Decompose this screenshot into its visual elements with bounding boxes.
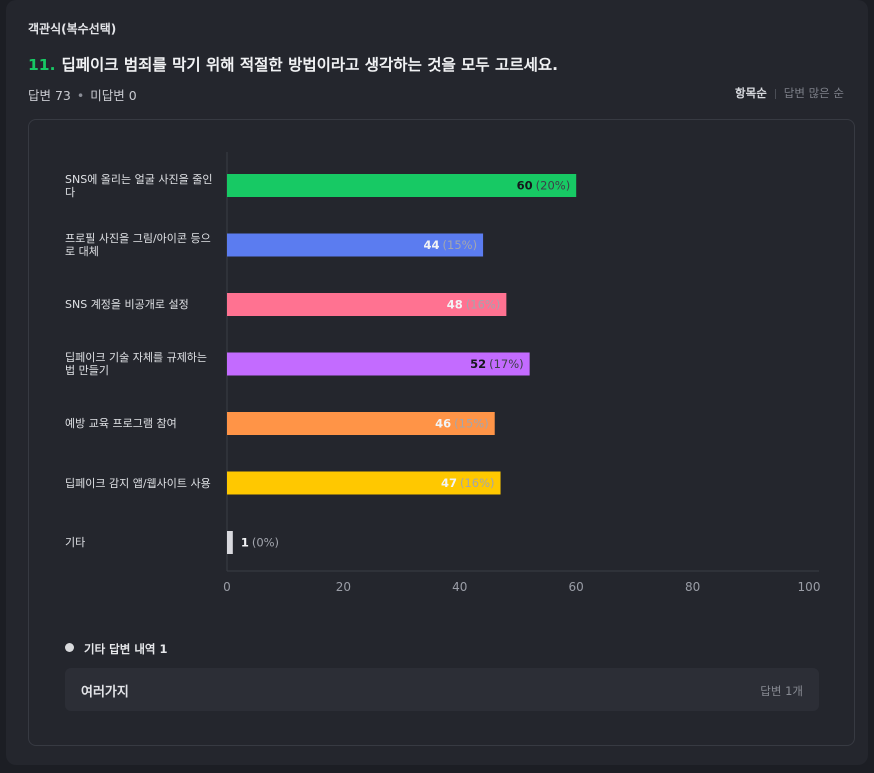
category-label: 예방 교육 프로그램 참여 bbox=[65, 417, 177, 430]
category-label: 딥페이크 감지 앱/웹사이트 사용 bbox=[65, 476, 211, 490]
x-tick-label: 60 bbox=[569, 580, 584, 594]
category-label: 딥페이크 기술 자체를 규제하는 법 만들기 bbox=[65, 351, 208, 377]
x-tick-label: 20 bbox=[336, 580, 351, 594]
x-tick-label: 100 bbox=[798, 580, 821, 594]
separator-dot: • bbox=[76, 88, 85, 103]
bar bbox=[227, 412, 495, 435]
x-tick-label: 40 bbox=[452, 580, 467, 594]
other-answers-dot-icon bbox=[65, 643, 74, 652]
x-tick-label: 80 bbox=[685, 580, 700, 594]
bar bbox=[227, 174, 577, 197]
bar bbox=[227, 352, 530, 376]
chart-container: 0 20 40 60 80 100 60 (20%) 44 (15%) 48 (16%) 52 (17%)… bbox=[28, 119, 855, 746]
category-label: 기타 bbox=[65, 536, 86, 549]
bar bbox=[227, 531, 233, 554]
answer-stats: 답변 73 • 미답변 0 bbox=[28, 85, 137, 104]
data-label: 52 (17%) bbox=[470, 357, 524, 371]
sort-options: 항목순 답변 많은 순 bbox=[735, 85, 844, 101]
answered-count: 답변 73 bbox=[28, 88, 71, 103]
question-text: 딥페이크 범죄를 막기 위해 적절한 방법이라고 생각하는 것을 모두 고르세요… bbox=[61, 56, 558, 74]
other-answer-count: 답변 1개 bbox=[760, 684, 803, 698]
data-label: 60 (20%) bbox=[517, 179, 571, 193]
sort-by-item-button[interactable]: 항목순 bbox=[735, 86, 767, 100]
bar bbox=[227, 293, 507, 316]
data-label: 48 (16%) bbox=[447, 298, 501, 312]
question-number: 11. bbox=[28, 56, 56, 74]
category-label: SNS 계정을 비공개로 설정 bbox=[65, 298, 189, 311]
category-label: 프로필 사진을 그림/아이콘 등으로 대체 bbox=[65, 232, 211, 258]
question-type-label: 객관식(복수선택) bbox=[28, 22, 117, 36]
bar bbox=[227, 471, 501, 495]
question-card: 객관식(복수선택) 11. 딥페이크 범죄를 막기 위해 적절한 방법이라고 생각… bbox=[6, 0, 868, 765]
other-answer-text: 여러가지 bbox=[81, 685, 129, 700]
bar-chart: 0 20 40 60 80 100 60 (20%) 44 (15%) 48 (16%) 52 (17%)… bbox=[223, 152, 821, 594]
other-answers-title: 기타 답변 내역 1 bbox=[84, 642, 168, 656]
sort-divider bbox=[774, 88, 776, 99]
x-tick-label: 0 bbox=[223, 580, 231, 594]
data-label: 1 (0%) bbox=[241, 536, 279, 550]
unanswered-count: 미답변 0 bbox=[90, 88, 137, 103]
data-label: 46 (15%) bbox=[435, 417, 489, 431]
data-label: 44 (15%) bbox=[424, 238, 478, 252]
bar bbox=[227, 233, 484, 257]
question-title: 11. 딥페이크 범죄를 막기 위해 적절한 방법이라고 생각하는 것을 모두 고… bbox=[28, 53, 558, 75]
category-label: SNS에 올리는 얼굴 사진을 줄인다 bbox=[65, 172, 213, 199]
data-label: 47 (16%) bbox=[441, 476, 495, 490]
sort-by-count-button[interactable]: 답변 많은 순 bbox=[783, 86, 844, 100]
other-answer-row: 여러가지 답변 1개 bbox=[65, 668, 819, 711]
